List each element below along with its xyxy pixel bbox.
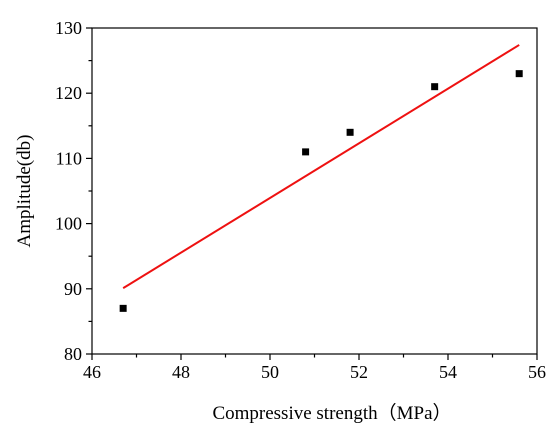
x-tick-label: 56 bbox=[528, 362, 546, 382]
y-tick-label: 120 bbox=[55, 83, 82, 103]
data-point bbox=[515, 70, 523, 78]
y-tick-label: 100 bbox=[55, 214, 82, 234]
fit-line-layer bbox=[122, 44, 520, 290]
y-tick-label: 110 bbox=[56, 148, 82, 168]
x-axis-label: Compressive strength（MPa） bbox=[212, 402, 451, 424]
axis-tick-labels: 46 48 50 52 54 56 80 90 100 110 120 130 bbox=[55, 18, 546, 382]
x-tick-label: 52 bbox=[350, 362, 368, 382]
y-tick-label: 130 bbox=[55, 18, 82, 38]
x-tick-label: 50 bbox=[261, 362, 279, 382]
x-tick-label: 54 bbox=[439, 362, 457, 382]
y-tick-label: 90 bbox=[64, 279, 82, 299]
y-tick-label: 80 bbox=[64, 344, 82, 364]
data-point bbox=[346, 128, 354, 136]
x-tick-label: 46 bbox=[83, 362, 101, 382]
axis-ticks bbox=[86, 27, 538, 360]
data-point bbox=[119, 304, 127, 312]
y-axis-label: Amplitude(db) bbox=[14, 135, 35, 248]
data-point bbox=[431, 83, 439, 91]
x-tick-label: 48 bbox=[172, 362, 190, 382]
fit-line bbox=[122, 44, 520, 290]
data-point bbox=[302, 148, 310, 156]
data-points-layer bbox=[119, 70, 523, 312]
plot-frame bbox=[91, 27, 538, 355]
